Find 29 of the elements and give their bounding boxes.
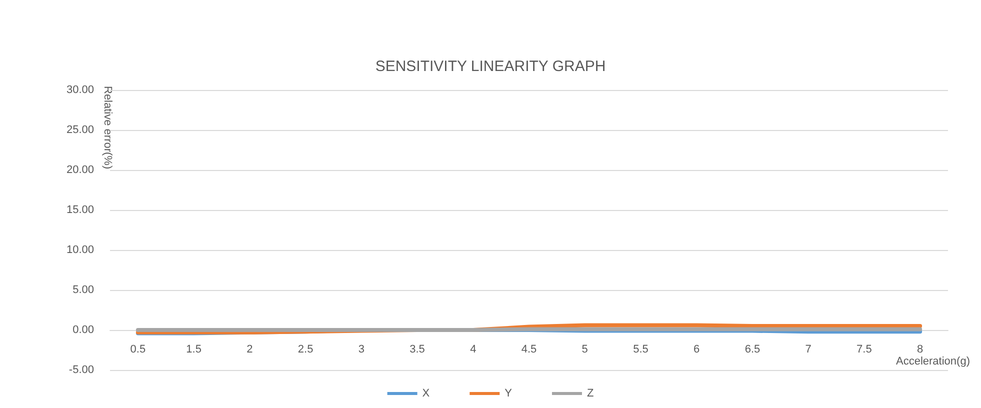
y-tick-label: 20.00 (66, 164, 94, 176)
x-tick-label: 1.5 (186, 344, 202, 356)
x-tick-label: 7.5 (856, 344, 872, 356)
y-tick-label: 5.00 (72, 284, 94, 296)
chart-title: SENSITIVITY LINEARITY GRAPH (375, 58, 606, 75)
y-tick-label: 10.00 (66, 244, 94, 256)
x-tick-label: 5.5 (633, 344, 648, 356)
x-tick-label: 3 (358, 344, 364, 356)
y-tick-label: 15.00 (66, 204, 94, 216)
y-axis-title: Relative error(%) (102, 86, 114, 170)
x-tick-label: 5 (582, 344, 588, 356)
x-tick-label: 2.5 (298, 344, 314, 356)
x-tick-label: 4.5 (521, 344, 537, 356)
x-axis-title: Acceleration(g) (896, 356, 970, 368)
x-tick-label: 0.5 (130, 344, 146, 356)
y-tick-label: 25.00 (66, 124, 94, 136)
legend-label: X (422, 388, 430, 400)
legend-label: Y (504, 388, 513, 400)
x-tick-label: 6.5 (744, 344, 760, 356)
x-tick-label: 6 (694, 344, 700, 356)
y-tick-label: 30.00 (66, 84, 94, 96)
x-tick-label: 7 (805, 344, 812, 356)
x-tick-label: 2 (246, 344, 253, 356)
legend-label: Z (586, 388, 594, 400)
x-tick-label: 4 (470, 344, 476, 356)
x-tick-label: 3.5 (410, 344, 425, 356)
y-tick-label: -5.00 (68, 364, 94, 376)
x-tick-label: 8 (917, 344, 924, 356)
y-tick-label: 0.00 (72, 324, 94, 336)
